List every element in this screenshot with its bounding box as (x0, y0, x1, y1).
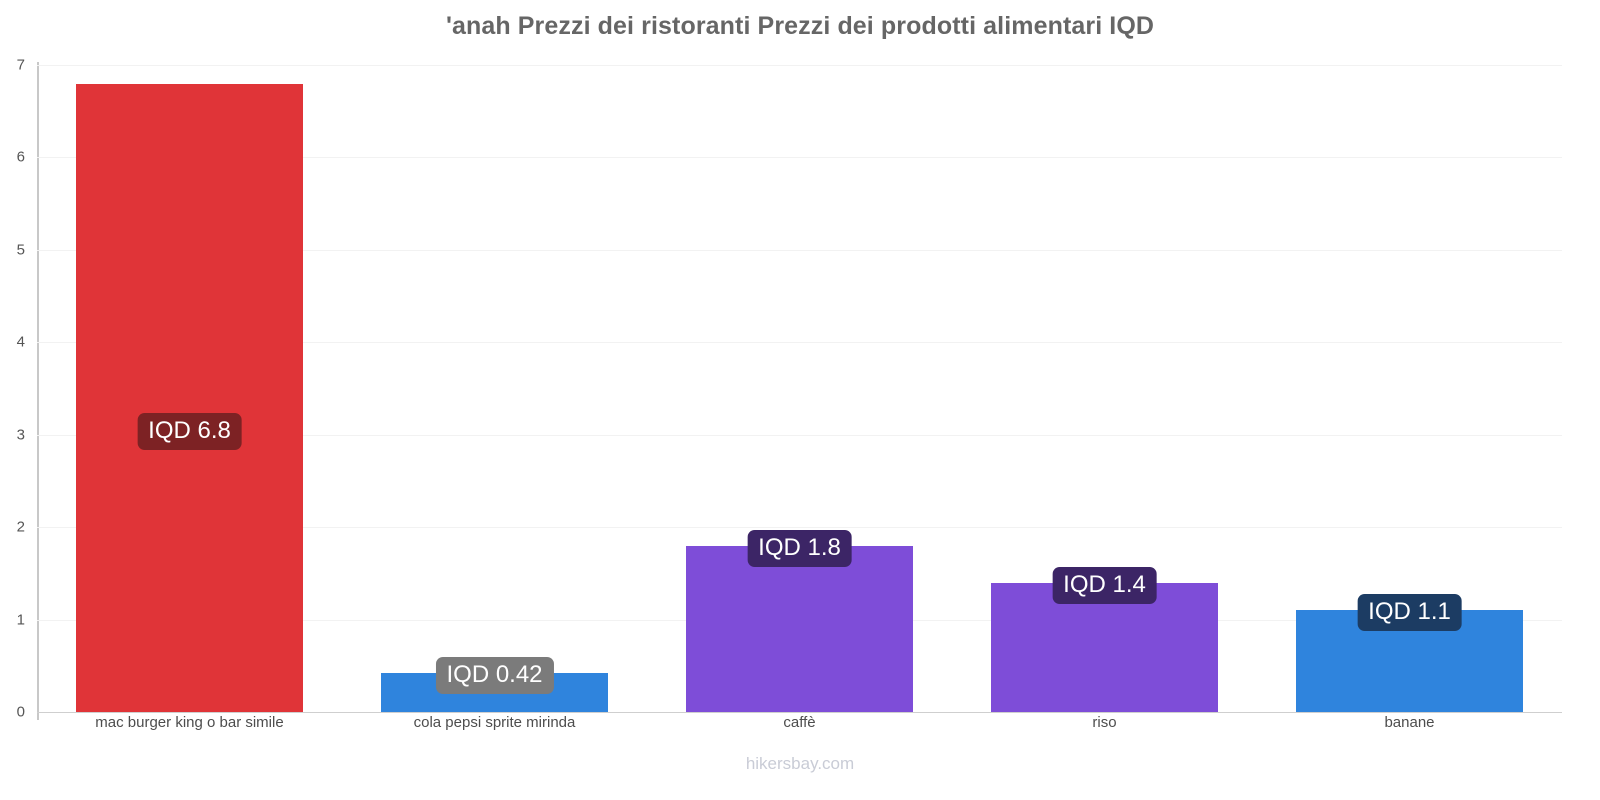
y-axis-tick-label: 1 (16, 611, 25, 629)
plot-area: 0 1 2 3 4 5 6 7 IQD 6.8 IQD 0.42 IQD 1.8 IQD 1.4 IQD… (17, 57, 1562, 721)
gridline (37, 434, 1562, 436)
y-axis-line (37, 62, 39, 720)
y-axis-tick-label: 7 (16, 56, 25, 74)
y-axis-tick-label: 3 (16, 426, 25, 444)
x-axis-tick-label: mac burger king o bar simile (95, 714, 284, 731)
footer-source: hikersbay.com (745, 754, 855, 773)
gridline (37, 712, 1562, 713)
gridline (37, 249, 1562, 251)
bar[interactable]: IQD 1.8 (686, 529, 913, 712)
y-axis-tick-label: 4 (16, 333, 25, 351)
gridline (37, 157, 1562, 159)
x-axis-tick-label: cola pepsi sprite mirinda (413, 714, 576, 731)
gridline (37, 342, 1562, 344)
x-axis-tick-label: riso (1092, 714, 1117, 731)
bar[interactable]: IQD 6.8 (76, 83, 303, 712)
bar-value-label: IQD 1.4 (1052, 566, 1157, 604)
gridline (37, 527, 1562, 529)
y-axis-tick-label: 2 (16, 518, 25, 536)
bar-value-label: IQD 1.8 (747, 529, 852, 567)
chart-title: 'anah Prezzi dei ristoranti Prezzi dei p… (445, 12, 1155, 40)
y-axis-tick-label: 6 (16, 148, 25, 166)
y-axis-tick-label: 5 (16, 241, 25, 259)
bar[interactable]: IQD 0.42 (381, 657, 608, 712)
bar-value-label: IQD 6.8 (137, 412, 242, 450)
bar-value-label: IQD 1.1 (1357, 594, 1462, 632)
x-axis-tick-label: banane (1384, 714, 1435, 731)
gridline (37, 65, 1562, 66)
y-axis-tick-label: 0 (16, 703, 25, 721)
bar-value-label: IQD 0.42 (435, 657, 554, 695)
x-axis-tick-label: caffè (783, 714, 816, 731)
bar[interactable]: IQD 1.1 (1296, 594, 1523, 712)
bar[interactable]: IQD 1.4 (991, 566, 1218, 712)
